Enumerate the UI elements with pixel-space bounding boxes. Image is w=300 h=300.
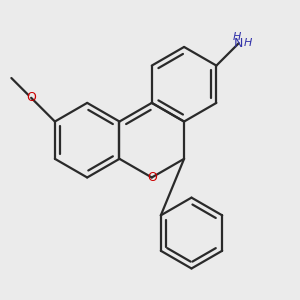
- Text: H: H: [243, 38, 252, 48]
- Text: O: O: [147, 171, 157, 184]
- Text: H: H: [232, 32, 241, 42]
- Text: O: O: [26, 91, 36, 104]
- Text: N: N: [234, 37, 244, 50]
